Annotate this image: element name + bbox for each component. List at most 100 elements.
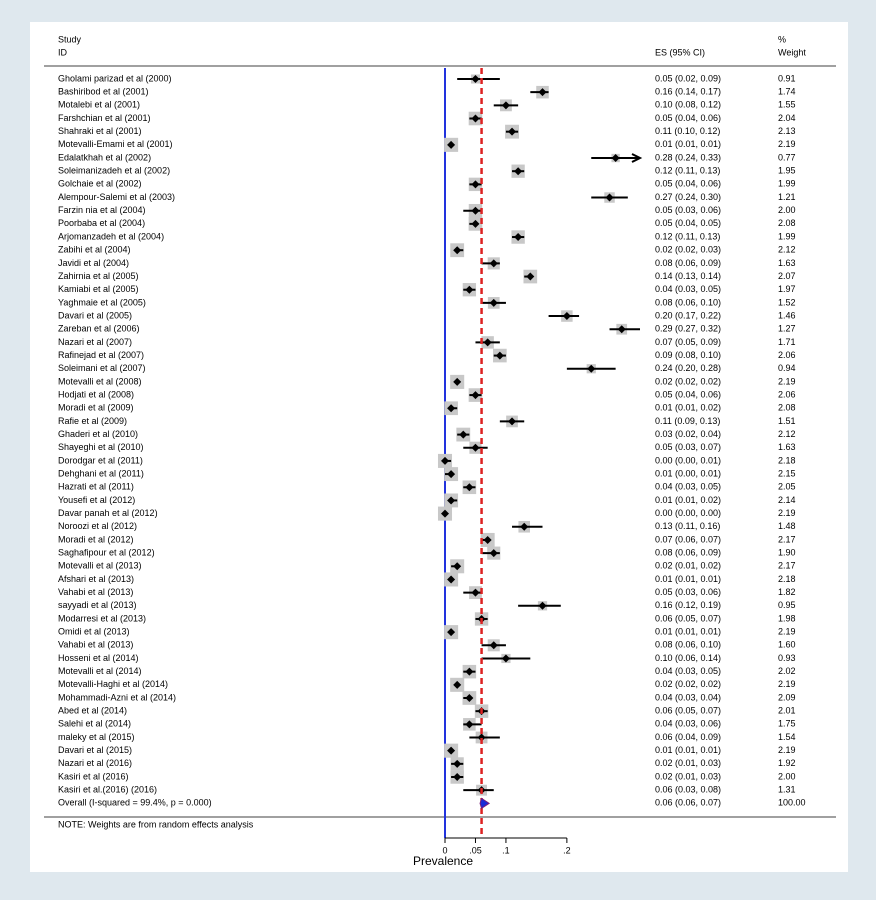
study-name: Motalebi et al (2001): [58, 100, 140, 110]
es-label: 0.01 (0.01, 0.01): [655, 574, 721, 584]
es-label: 0.05 (0.03, 0.06): [655, 205, 721, 215]
point-estimate: [453, 562, 462, 571]
point-estimate: [465, 483, 474, 492]
es-label: 0.06 (0.05, 0.07): [655, 706, 721, 716]
study-name: Yaghmaie et al (2005): [58, 297, 146, 307]
x-tick-label: .1: [502, 845, 510, 855]
weight-label: 2.17: [778, 534, 796, 544]
weight-label: 0.91: [778, 73, 796, 83]
weight-label: 1.98: [778, 613, 796, 623]
es-label: 0.06 (0.04, 0.09): [655, 732, 721, 742]
point-estimate: [459, 430, 468, 439]
x-tick-label: .2: [563, 845, 571, 855]
es-label: 0.29 (0.27, 0.32): [655, 324, 721, 334]
es-label: 0.00 (0.00, 0.00): [655, 508, 721, 518]
weight-label: 1.99: [778, 179, 796, 189]
weight-label: 0.77: [778, 152, 796, 162]
study-name: Vahabi et al (2013): [58, 640, 133, 650]
es-label: 0.06 (0.03, 0.08): [655, 785, 721, 795]
header-es: ES (95% CI): [655, 47, 705, 57]
study-name: Mohammadi-Azni et al (2014): [58, 692, 176, 702]
weight-label: 2.19: [778, 745, 796, 755]
weight-label: 2.19: [778, 139, 796, 149]
es-label: 0.05 (0.04, 0.06): [655, 389, 721, 399]
es-label: 0.03 (0.02, 0.04): [655, 429, 721, 439]
study-name: Poorbaba et al (2004): [58, 218, 145, 228]
header-weight: Weight: [778, 47, 806, 57]
es-label: 0.12 (0.11, 0.13): [655, 166, 720, 176]
weight-label: 2.19: [778, 508, 796, 518]
point-estimate: [465, 667, 474, 676]
study-name: Golchaie et al (2002): [58, 179, 142, 189]
point-estimate: [471, 588, 480, 597]
point-estimate: [465, 285, 474, 294]
point-estimate: [447, 140, 456, 149]
point-estimate: [447, 746, 456, 755]
es-label: 0.06 (0.05, 0.07): [655, 613, 721, 623]
study-name: Motevalli et al (2008): [58, 376, 142, 386]
study-name: Salehi et al (2014): [58, 719, 131, 729]
point-estimate: [471, 114, 480, 123]
es-label: 0.01 (0.01, 0.02): [655, 403, 721, 413]
study-name: Kamiabi et al (2005): [58, 284, 139, 294]
es-label: 0.01 (0.01, 0.02): [655, 495, 721, 505]
point-estimate: [441, 456, 449, 465]
es-label: 0.01 (0.01, 0.01): [655, 745, 721, 755]
es-label: 0.08 (0.06, 0.09): [655, 547, 721, 557]
weight-label: 2.06: [778, 350, 796, 360]
study-name: Noroozi et al (2012): [58, 521, 137, 531]
point-estimate: [605, 193, 614, 202]
point-estimate: [483, 535, 492, 544]
point-estimate: [501, 101, 510, 110]
weight-label: 2.12: [778, 245, 796, 255]
weight-label: 1.21: [778, 192, 796, 202]
study-name: Gholami parizad et al (2000): [58, 73, 172, 83]
header-id: ID: [58, 47, 68, 57]
study-name: Saghafipour et al (2012): [58, 547, 155, 557]
weight-label: 2.09: [778, 692, 796, 702]
weight-label: 1.75: [778, 719, 796, 729]
es-label: 0.27 (0.24, 0.30): [655, 192, 721, 202]
study-name: Modarresi et al (2013): [58, 613, 146, 623]
study-name: Soleimani et al (2007): [58, 363, 146, 373]
weight-label: 2.08: [778, 218, 796, 228]
study-name: Soleimanizadeh et al (2002): [58, 166, 170, 176]
point-estimate: [514, 167, 523, 176]
point-estimate: [483, 338, 492, 347]
study-name: Davar panah et al (2012): [58, 508, 158, 518]
study-name: Davari et al (2005): [58, 310, 132, 320]
es-label: 0.08 (0.06, 0.10): [655, 297, 721, 307]
weight-label: 0.94: [778, 363, 796, 373]
point-estimate: [465, 693, 474, 702]
study-name: Ghaderi et al (2010): [58, 429, 138, 439]
es-label: 0.02 (0.01, 0.02): [655, 561, 721, 571]
weight-label: 1.90: [778, 547, 796, 557]
weight-label: 2.05: [778, 482, 796, 492]
weight-label: 2.18: [778, 455, 796, 465]
es-label: 0.04 (0.03, 0.04): [655, 692, 721, 702]
study-name: Hazrati et al (2011): [58, 482, 134, 492]
es-label: 0.05 (0.04, 0.06): [655, 113, 721, 123]
point-estimate: [495, 351, 504, 360]
es-label: 0.12 (0.11, 0.13): [655, 231, 720, 241]
point-estimate: [447, 496, 456, 505]
point-estimate: [441, 509, 449, 518]
weight-label: 2.01: [778, 706, 796, 716]
study-name: Afshari et al (2013): [58, 574, 134, 584]
weight-label: 2.04: [778, 113, 796, 123]
point-estimate: [471, 219, 480, 228]
es-label: 0.05 (0.04, 0.05): [655, 218, 721, 228]
study-name: Hodjati et al (2008): [58, 389, 134, 399]
weight-label: 2.08: [778, 403, 796, 413]
point-estimate: [453, 680, 462, 689]
point-estimate: [538, 88, 547, 97]
weight-label: 1.54: [778, 732, 796, 742]
es-label: 0.05 (0.02, 0.09): [655, 73, 721, 83]
study-name: Kasiri et al (2016): [58, 771, 129, 781]
study-name: Motevalli-Haghi et al (2014): [58, 679, 168, 689]
es-label: 0.14 (0.13, 0.14): [655, 271, 721, 281]
overall-label: Overall (I-squared = 99.4%, p = 0.000): [58, 798, 212, 808]
weight-label: 2.18: [778, 574, 796, 584]
es-label: 0.08 (0.06, 0.09): [655, 258, 721, 268]
